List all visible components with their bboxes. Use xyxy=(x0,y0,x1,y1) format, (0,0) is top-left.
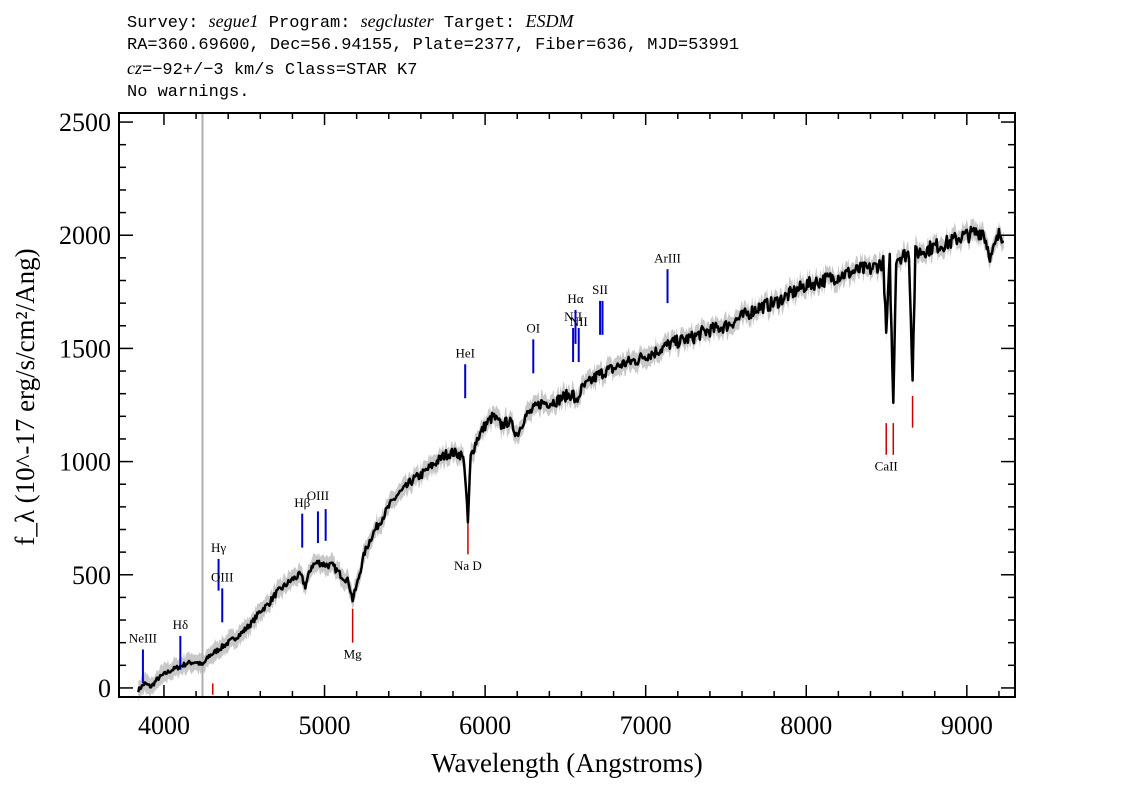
line-label-caii: CaII xyxy=(875,459,898,474)
line-label-nii: NII xyxy=(570,314,588,329)
x-tick-label: 5000 xyxy=(299,711,351,740)
line-label-oiii: OIII xyxy=(211,570,233,585)
spectrum-header: Survey: segue1 Program: segcluster Targe… xyxy=(127,10,739,104)
cz-label: cz xyxy=(127,58,142,78)
header-line-survey: Survey: segue1 Program: segcluster Targe… xyxy=(127,10,739,35)
line-label-nad: Na D xyxy=(454,558,482,573)
header-line-warnings: No warnings. xyxy=(127,83,250,102)
target-value: ESDM xyxy=(525,11,574,31)
y-tick-label: 2500 xyxy=(59,108,111,137)
program-label: Program: xyxy=(258,14,361,33)
flux-uncertainty-area xyxy=(138,218,1004,703)
cz-value: =−92+/−3 xyxy=(142,61,224,80)
line-label-h: Hβ xyxy=(294,495,310,510)
y-tick-label: 500 xyxy=(72,561,111,590)
target-label: Target: xyxy=(433,14,526,33)
flux-error-band xyxy=(138,218,1004,703)
x-tick-label: 8000 xyxy=(780,711,832,740)
line-label-hei: HeI xyxy=(455,345,475,360)
y-axis-title: f_λ (10^-17 erg/s/cm²/Ang) xyxy=(10,248,40,545)
line-label-nii: NII xyxy=(564,309,582,324)
program-value: segcluster xyxy=(360,11,434,31)
plot-frame xyxy=(118,112,1016,698)
line-label-h: Hα xyxy=(567,291,583,306)
y-tick-label: 2000 xyxy=(59,221,111,250)
x-tick-label: 6000 xyxy=(459,711,511,740)
x-tick-label: 7000 xyxy=(620,711,672,740)
y-tick-label: 1500 xyxy=(59,334,111,363)
line-label-neiii: NeIII xyxy=(129,631,157,646)
header-line-redshift: cz=−92+/−3 km/s Class=STAR K7 xyxy=(127,57,739,82)
x-tick-label: 9000 xyxy=(941,711,993,740)
header-line-coordinates: RA=360.69600, Dec=56.94155, Plate=2377, … xyxy=(127,36,740,55)
x-axis-ticks: 4000 5000 6000 7000 8000 9000 xyxy=(138,113,1000,740)
line-label-mg: Mg xyxy=(344,647,363,662)
y-axis-ticks: 0 500 1000 1500 2000 2500 xyxy=(59,108,1015,703)
class-text: km/s Class=STAR K7 xyxy=(223,61,418,80)
line-label-ariii: ArIII xyxy=(654,250,681,265)
line-label-oi: OI xyxy=(526,321,540,336)
spectral-line-markers: NeIIIHδHγOIIIHβOIIIHeIOINIIHαNIISIIArIII… xyxy=(129,250,914,695)
line-label-oiii: OIII xyxy=(307,488,329,503)
line-label-h: Hγ xyxy=(211,540,226,555)
x-tick-label: 4000 xyxy=(138,711,190,740)
line-label-h: Hδ xyxy=(173,617,189,632)
y-tick-label: 0 xyxy=(98,674,111,703)
survey-value: segue1 xyxy=(208,11,259,31)
flux-series-line xyxy=(137,225,1005,693)
x-axis-title: Wavelength (Angstroms) xyxy=(431,748,703,778)
y-tick-label: 1000 xyxy=(59,448,111,477)
survey-label: Survey: xyxy=(127,14,209,33)
line-label-sii: SII xyxy=(592,282,608,297)
